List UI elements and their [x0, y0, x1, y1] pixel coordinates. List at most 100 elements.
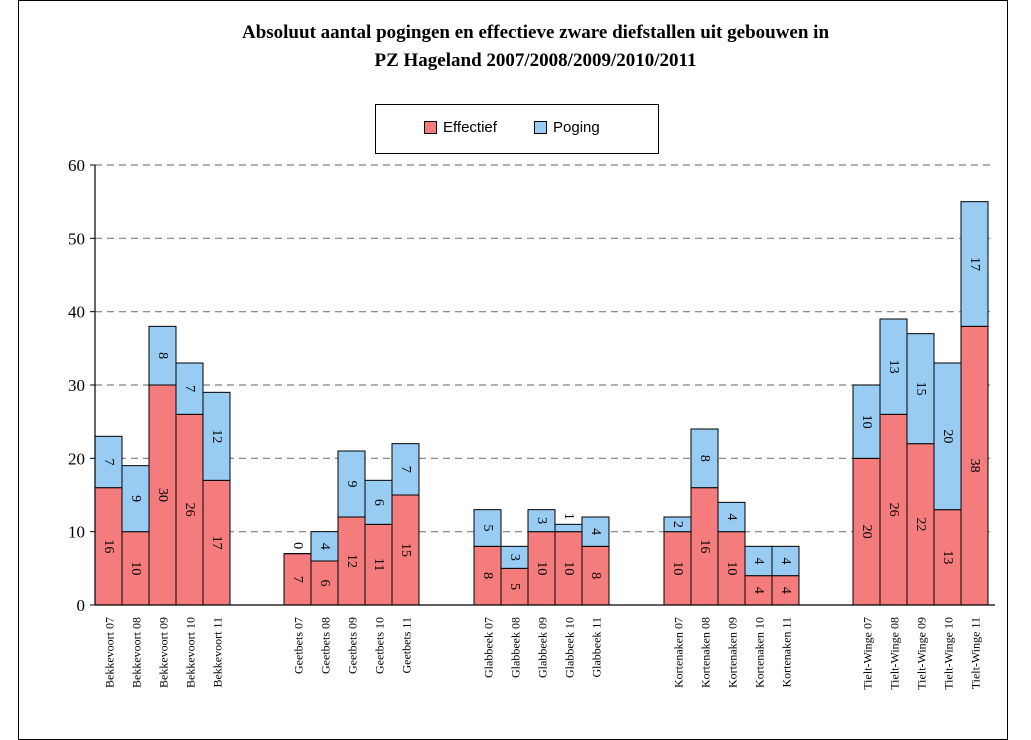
data-label-poging: 3	[534, 517, 549, 524]
data-label-effectief: 26	[182, 503, 197, 517]
data-label-poging: 3	[507, 554, 522, 561]
data-label-effectief: 6	[317, 580, 332, 587]
x-tick-label: Geetbets 09	[346, 617, 360, 674]
x-tick-label: Bekkevoort 11	[211, 617, 225, 688]
x-tick-label: Kortenaken 11	[780, 617, 794, 688]
data-label-poging: 7	[398, 466, 413, 473]
bar-poging	[202, 391, 231, 481]
data-label-poging: 5	[480, 525, 495, 532]
x-tick-label: Kortenaken 07	[672, 617, 686, 688]
data-label-effectief: 15	[398, 543, 413, 557]
legend-item-poging: Poging	[534, 119, 600, 136]
bar-poging	[879, 318, 908, 415]
data-label-poging: 15	[913, 382, 928, 396]
bar-poging	[771, 545, 800, 577]
bar-poging	[744, 545, 773, 577]
data-label-effectief: 4	[751, 587, 766, 594]
x-tick-label: Kortenaken 08	[699, 617, 713, 688]
x-tick-label: Glabbeek 08	[509, 617, 523, 678]
y-tick-label: 30	[68, 376, 85, 395]
x-tick-label: Geetbets 08	[319, 617, 333, 674]
bar-poging	[581, 516, 610, 547]
x-tick-label: Bekkevoort 10	[184, 617, 198, 688]
y-tick-label: 50	[68, 229, 85, 248]
bar-poging	[391, 443, 420, 496]
y-tick-label: 60	[68, 156, 85, 175]
data-label-poging: 1	[561, 513, 576, 520]
data-label-poging: 7	[101, 459, 116, 466]
x-tick-label: Bekkevoort 08	[130, 617, 144, 688]
data-label-effectief: 5	[507, 583, 522, 590]
x-tick-label: Tielt-Winge 09	[915, 617, 929, 690]
legend-swatch-poging	[534, 121, 547, 134]
legend-item-effectief: Effectief	[424, 119, 497, 136]
y-tick-label: 10	[68, 523, 85, 542]
bar-poging	[364, 479, 393, 525]
legend-swatch-effectief	[424, 121, 437, 134]
chart-subtitle: PZ Hageland 2007/2008/2009/2010/2011	[374, 50, 697, 71]
legend-label-poging: Poging	[553, 119, 600, 136]
x-tick-label: Geetbets 11	[400, 617, 414, 674]
data-label-effectief: 10	[128, 561, 143, 575]
bar-poging	[960, 201, 989, 327]
bar-effectief	[581, 545, 610, 606]
bar-poging	[527, 509, 556, 533]
data-label-poging: 10	[859, 415, 874, 429]
bar-poging	[175, 362, 204, 415]
data-label-poging: 7	[182, 385, 197, 392]
data-label-poging: 4	[724, 514, 739, 521]
x-tick-label: Kortenaken 09	[726, 617, 740, 688]
data-label-effectief: 20	[859, 525, 874, 539]
x-tick-label: Glabbeek 10	[563, 617, 577, 678]
x-tick-label: Geetbets 10	[373, 617, 387, 674]
data-label-effectief: 13	[940, 550, 955, 564]
data-label-effectief: 8	[480, 572, 495, 579]
data-label-poging: 9	[128, 495, 143, 502]
bar-poging	[690, 428, 719, 489]
data-label-poging: 6	[371, 499, 386, 506]
data-label-poging: 13	[886, 360, 901, 374]
data-label-effectief: 30	[155, 488, 170, 502]
data-label-effectief: 17	[209, 536, 224, 550]
data-label-poging: 8	[155, 352, 170, 359]
data-label-effectief: 12	[344, 554, 359, 568]
x-tick-label: Tielt-Winge 11	[969, 617, 983, 689]
data-label-poging: 4	[317, 543, 332, 550]
chart-title: Absoluut aantal pogingen en effectieve z…	[241, 22, 830, 43]
y-tick-label: 20	[68, 449, 85, 468]
legend-label-effectief: Effectief	[443, 119, 497, 136]
bar-effectief	[933, 509, 962, 606]
data-label-poging: 12	[209, 429, 224, 443]
data-label-poging: 8	[697, 455, 712, 462]
data-label-poging: 2	[670, 521, 685, 528]
data-label-effectief: 26	[886, 503, 901, 517]
bar-effectief	[175, 413, 204, 606]
data-label-effectief: 38	[967, 459, 982, 473]
x-tick-label: Geetbets 07	[292, 617, 306, 674]
data-label-poging: 17	[967, 257, 982, 271]
bar-effectief	[690, 487, 719, 606]
data-label-effectief: 4	[778, 587, 793, 594]
bar-poging	[148, 325, 177, 386]
data-label-effectief: 10	[534, 561, 549, 575]
x-tick-label: Tielt-Winge 10	[942, 617, 956, 690]
x-tick-label: Bekkevoort 07	[103, 617, 117, 688]
y-tick-label: 40	[68, 303, 85, 322]
y-tick-label: 0	[77, 596, 86, 615]
bar-effectief	[879, 413, 908, 606]
x-tick-label: Kortenaken 10	[753, 617, 767, 688]
x-tick-label: Glabbeek 11	[590, 617, 604, 678]
bar-poging	[473, 509, 502, 547]
x-tick-label: Glabbeek 07	[482, 617, 496, 678]
bar-effectief	[771, 575, 800, 606]
data-label-poging: 0	[290, 542, 305, 549]
x-tick-label: Bekkevoort 09	[157, 617, 171, 688]
bar-effectief	[960, 325, 989, 606]
data-label-poging: 20	[940, 429, 955, 443]
data-label-poging: 4	[751, 558, 766, 565]
data-label-effectief: 16	[101, 539, 116, 553]
x-tick-label: Tielt-Winge 08	[888, 617, 902, 690]
bar-poging	[852, 384, 881, 459]
bar-effectief	[391, 494, 420, 606]
